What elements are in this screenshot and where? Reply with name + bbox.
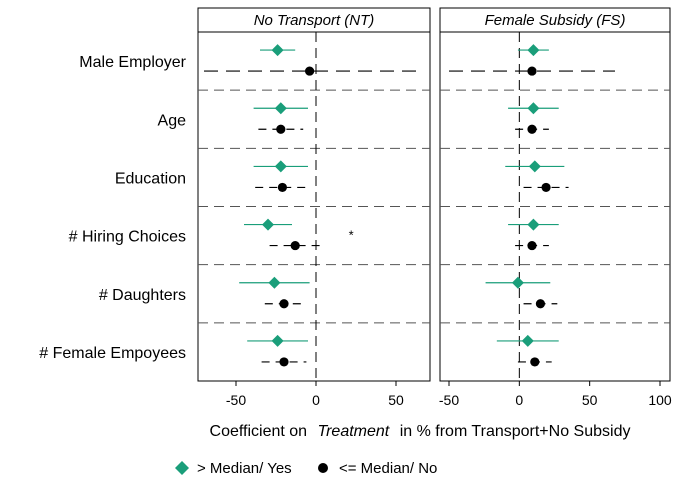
legend-diamond-marker <box>175 461 189 475</box>
legend-circle-marker <box>318 463 328 473</box>
point-below-median <box>276 124 286 134</box>
panel-title: Female Subsidy (FS) <box>485 12 626 29</box>
category-label: Education <box>115 170 186 187</box>
point-below-median <box>290 240 300 251</box>
x-axis-label: Coefficient on Treatment in % from Trans… <box>210 423 631 440</box>
point-above-median <box>271 44 284 57</box>
category-label: Age <box>158 112 187 129</box>
panel: Female Subsidy (FS) <box>439 7 671 382</box>
point-above-median <box>262 218 274 231</box>
point-above-median <box>511 276 524 289</box>
point-above-median <box>271 334 284 347</box>
x-tick-label: -50 <box>226 392 246 408</box>
x-tick-label: 50 <box>388 392 404 408</box>
category-label: Male Employer <box>79 54 186 71</box>
point-above-median <box>528 160 541 173</box>
significance-annotation: * <box>349 228 354 243</box>
point-below-median <box>279 299 289 309</box>
point-above-median <box>274 102 287 115</box>
panel-title-strip <box>439 7 671 33</box>
category-label: # Hiring Choices <box>69 229 186 246</box>
x-tick-label: 0 <box>515 392 523 408</box>
x-tick-label: 100 <box>648 392 672 408</box>
point-below-median <box>279 357 289 367</box>
x-axis-label-suffix: in % from Transport+No Subsidy <box>400 423 631 440</box>
legend: > Median/ Yes <= Median/ No <box>175 460 437 477</box>
point-above-median <box>268 276 281 289</box>
point-below-median <box>277 182 287 193</box>
x-tick-label: 0 <box>312 392 320 408</box>
category-label: # Female Empoyees <box>39 345 186 362</box>
point-above-median <box>527 102 540 115</box>
x-tick-label: 50 <box>582 392 598 408</box>
point-above-median <box>527 218 540 231</box>
point-above-median <box>527 44 540 57</box>
panel: No Transport (NT) <box>197 7 431 382</box>
panel-title: No Transport (NT) <box>254 12 375 29</box>
x-axis-label-prefix: Coefficient on <box>210 423 308 440</box>
point-below-median <box>541 182 551 193</box>
point-below-median <box>527 124 537 134</box>
point-below-median <box>527 66 537 76</box>
point-above-median <box>274 160 287 173</box>
point-below-median <box>305 66 315 76</box>
legend-label-above: > Median/ Yes <box>197 460 292 477</box>
panel-title-strip <box>197 7 431 33</box>
point-below-median <box>535 299 546 309</box>
point-above-median <box>521 334 534 347</box>
x-tick-label: -50 <box>439 392 459 408</box>
category-label: # Daughters <box>99 287 186 304</box>
x-axis-label-italic: Treatment <box>318 423 390 440</box>
point-below-median <box>527 240 537 251</box>
legend-label-below: <= Median/ No <box>339 460 437 477</box>
point-below-median <box>530 357 540 367</box>
